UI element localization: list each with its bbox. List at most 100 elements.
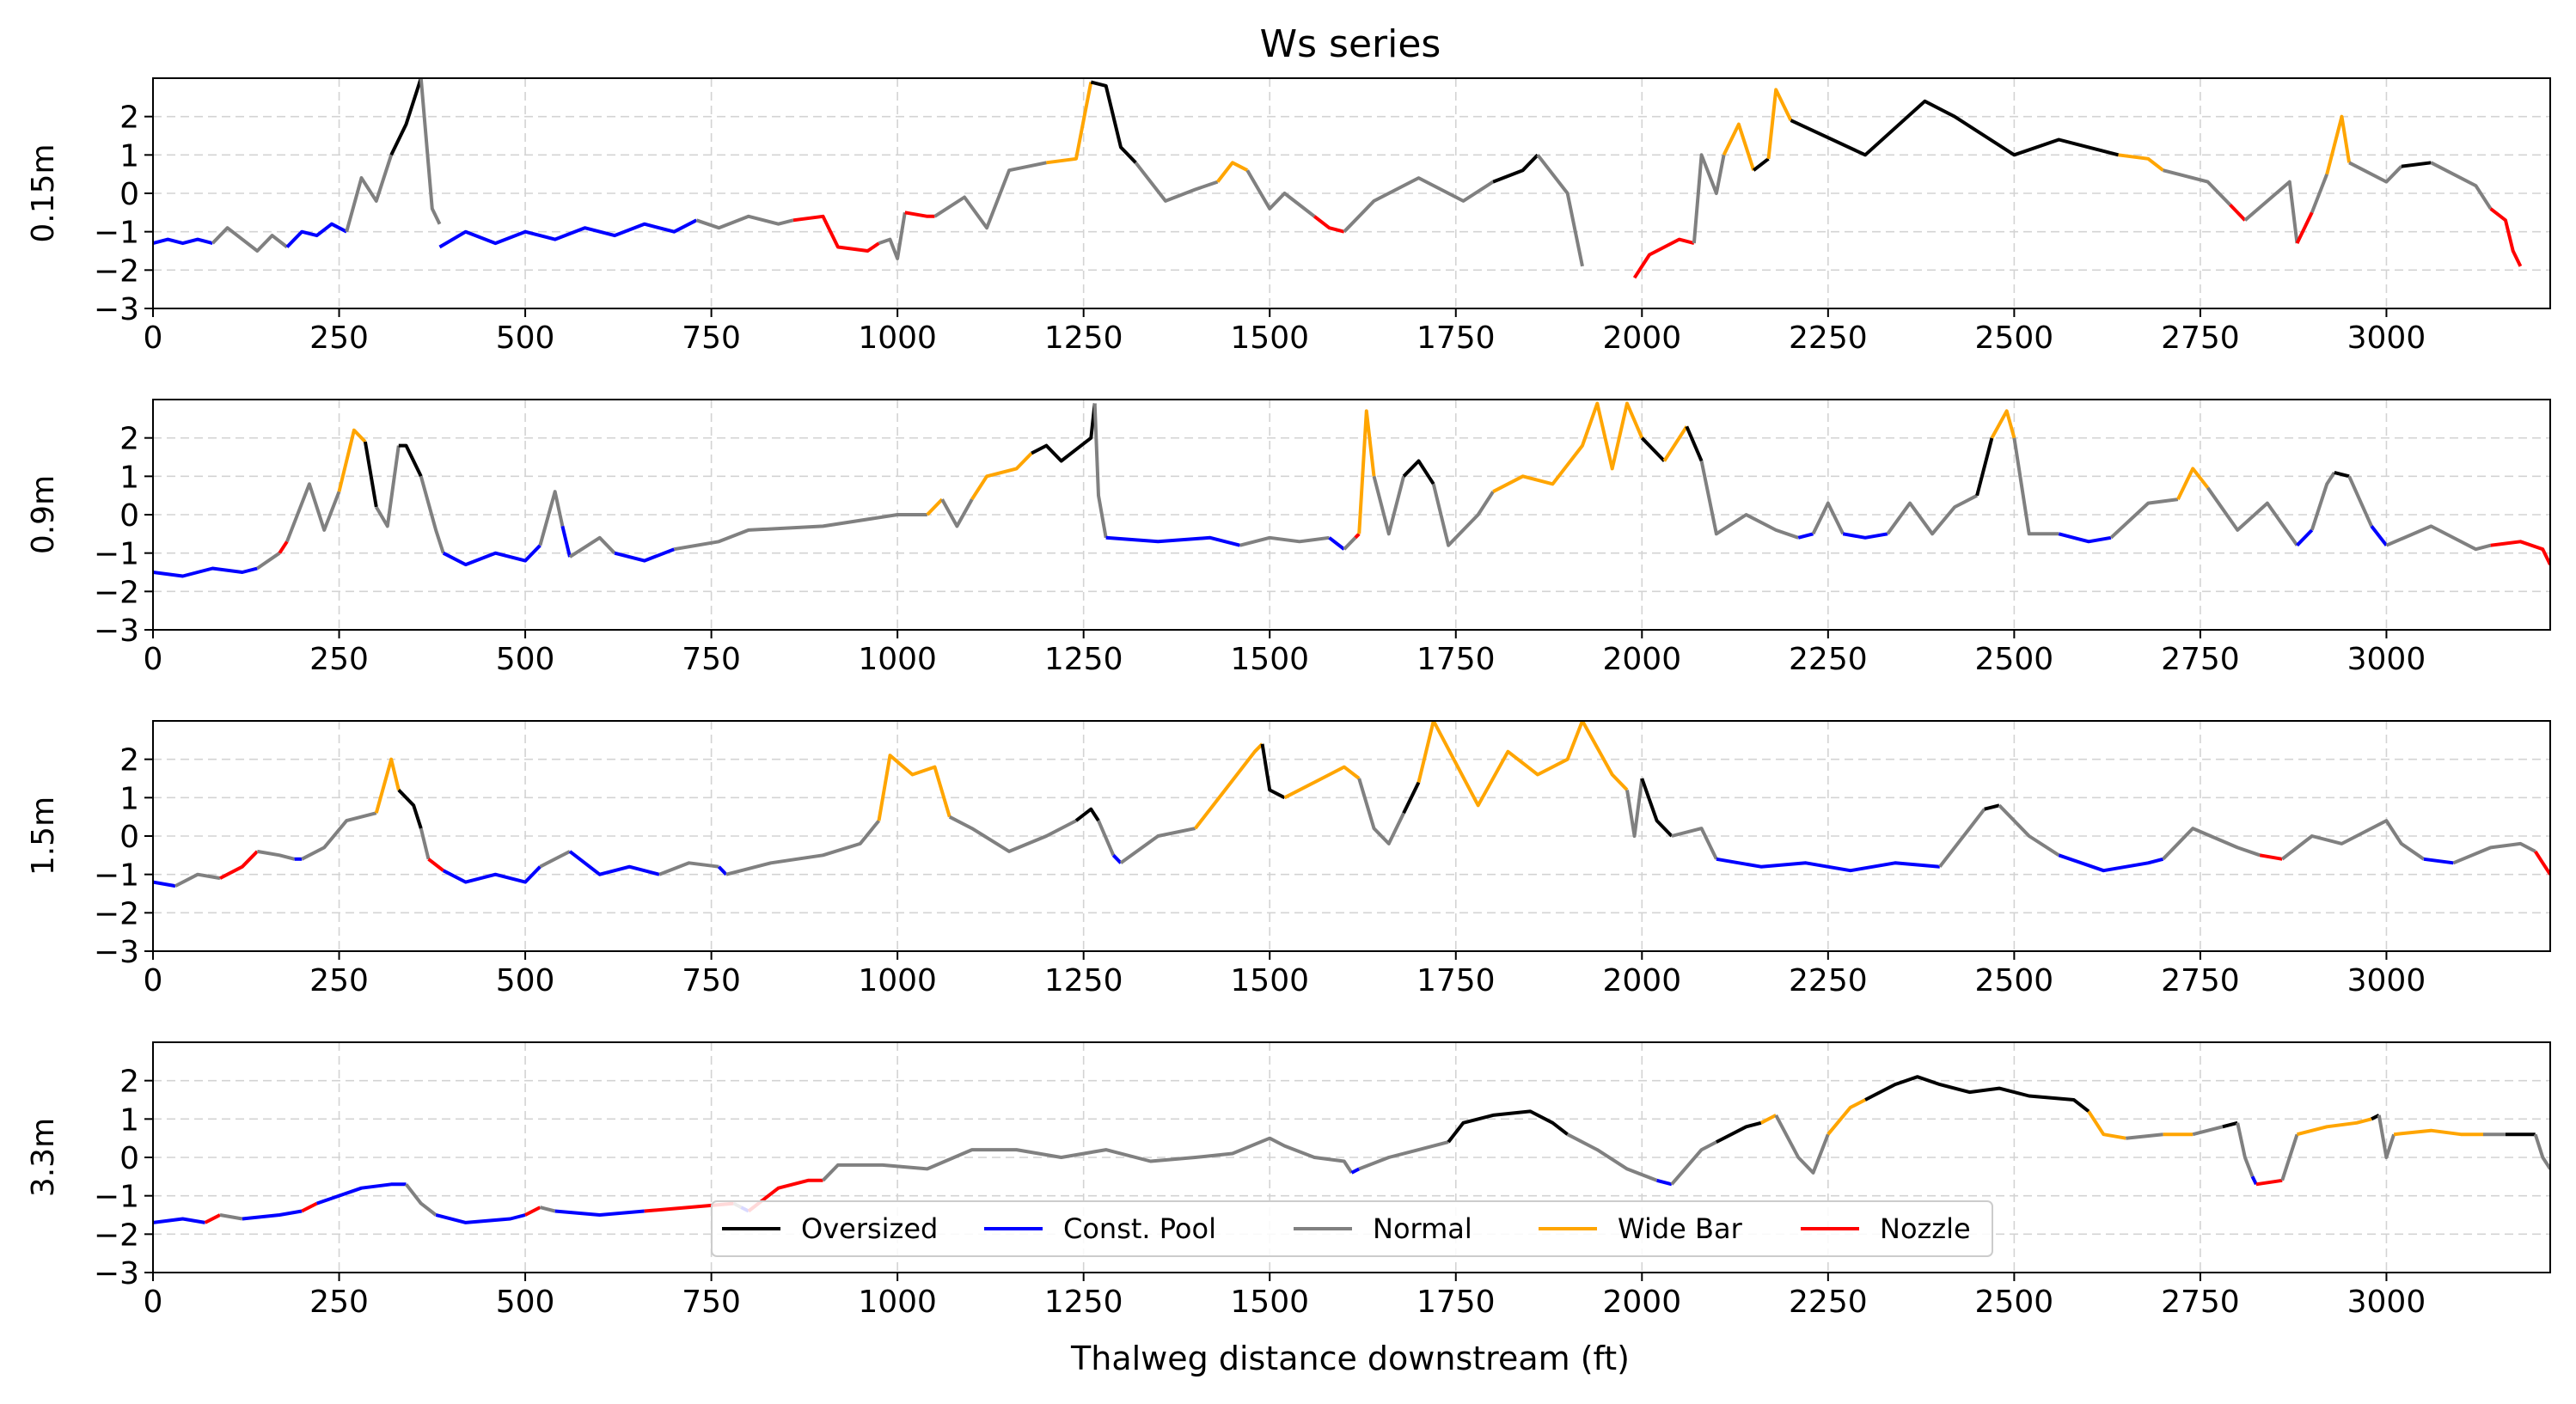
segment-oversized <box>1715 1120 1762 1144</box>
y-tick-label: −3 <box>94 613 139 649</box>
legend-label: Nozzle <box>1880 1212 1971 1245</box>
segment-wide-bar <box>1194 742 1264 830</box>
x-tick-label: 2250 <box>1789 1285 1868 1320</box>
segment-normal <box>539 1206 556 1213</box>
segment-oversized <box>1031 403 1097 463</box>
segment-normal <box>1692 153 1726 244</box>
segment-normal <box>1811 501 1845 535</box>
segment-const-pool <box>438 218 698 249</box>
y-axis-label: 1.5m <box>26 797 61 876</box>
x-tick-label: 1500 <box>1230 320 1309 356</box>
segment-normal <box>2012 437 2059 536</box>
segment-normal <box>1119 827 1196 864</box>
y-tick-label: 0 <box>119 177 139 212</box>
panel-2: 0 250 500 750 1000 1250 1500 1750 2000 2250 2500 27… <box>26 399 2551 677</box>
segment-oversized <box>1402 781 1421 815</box>
legend-item: Wide Bar <box>1539 1212 1743 1245</box>
figure-title: Ws series <box>1260 22 1441 66</box>
segment-nozzle <box>1312 215 1345 234</box>
y-tick-label: 1 <box>119 138 139 174</box>
segment-normal <box>419 78 442 225</box>
x-tick-label: 0 <box>144 1285 163 1320</box>
x-tick-label: 1750 <box>1416 320 1496 356</box>
x-tick-label: 1750 <box>1416 1285 1496 1320</box>
segment-normal <box>375 445 401 528</box>
x-tick-label: 1000 <box>858 1285 937 1320</box>
segment-normal <box>822 1136 1354 1182</box>
segment-const-pool <box>435 1213 526 1224</box>
segment-normal <box>2310 173 2329 214</box>
y-tick-label: 0 <box>119 498 139 534</box>
segment-nozzle <box>792 214 880 253</box>
segment-const-pool <box>2058 853 2164 873</box>
segment-normal <box>2348 161 2403 184</box>
x-tick-label: 3000 <box>2347 642 2426 677</box>
segment-normal <box>2533 1133 2550 1170</box>
segment-normal <box>419 475 445 554</box>
segment-oversized <box>1090 80 1137 164</box>
segment-nozzle <box>2534 850 2550 876</box>
segment-normal <box>1998 803 2060 857</box>
y-tick-label: −1 <box>94 216 139 251</box>
x-tick-label: 3000 <box>2347 1285 2426 1320</box>
x-tick-label: 750 <box>682 320 741 356</box>
y-axis-label: 0.15m <box>26 143 61 242</box>
segment-const-pool <box>153 880 176 888</box>
segment-nozzle <box>219 850 259 880</box>
segment-const-pool <box>1111 853 1123 864</box>
x-tick-label: 1250 <box>1044 320 1123 356</box>
segment-normal <box>1239 535 1330 547</box>
x-tick-label: 3000 <box>2347 320 2426 356</box>
segment-wide-bar <box>2297 1117 2372 1137</box>
segment-oversized <box>1685 425 1704 462</box>
grid-lines <box>152 721 2550 952</box>
segment-oversized <box>1492 153 1539 184</box>
segment-normal <box>2236 1122 2255 1178</box>
x-tick-label: 2250 <box>1789 642 1868 677</box>
y-tick-label: −2 <box>94 896 139 931</box>
segment-normal <box>1670 1140 1717 1186</box>
segment-normal <box>1671 827 1718 860</box>
segment-wide-bar <box>1283 765 1361 800</box>
segment-oversized <box>1790 99 2120 157</box>
x-tick-label: 0 <box>144 963 163 998</box>
segment-nozzle <box>2259 853 2283 861</box>
segment-const-pool <box>568 850 660 876</box>
y-tick-label: −1 <box>94 537 139 572</box>
panel-1: 0 250 500 750 1000 1250 1500 1750 2000 2250 2500 27… <box>26 77 2551 356</box>
y-tick-label: −2 <box>94 253 139 289</box>
segment-normal <box>2347 475 2373 528</box>
segment-normal <box>1343 536 1357 551</box>
series-lines <box>153 78 2523 279</box>
x-tick-label: 500 <box>496 642 555 677</box>
segment-normal <box>419 827 431 860</box>
segment-normal <box>878 211 907 260</box>
segment-const-pool <box>1797 532 1814 540</box>
segment-normal <box>1625 778 1644 838</box>
x-tick-label: 1500 <box>1230 642 1309 677</box>
x-tick-label: 2750 <box>2161 963 2240 998</box>
segment-wide-bar <box>877 754 951 821</box>
segment-wide-bar <box>1046 82 1093 165</box>
segment-oversized <box>1984 803 2000 811</box>
x-tick-label: 500 <box>496 1285 555 1320</box>
x-tick-label: 2000 <box>1602 320 1681 356</box>
segment-const-pool <box>560 525 572 558</box>
segment-oversized <box>2401 161 2432 168</box>
segment-normal <box>256 552 281 571</box>
segment-normal <box>1245 169 1316 218</box>
y-tick-label: −3 <box>94 1256 139 1291</box>
x-tick-label: 2500 <box>1975 320 2054 356</box>
segment-wide-bar <box>1722 122 1756 171</box>
segment-normal <box>725 819 881 876</box>
segment-nozzle <box>2295 211 2314 244</box>
segment-oversized <box>363 441 378 508</box>
x-tick-label: 2500 <box>1975 642 2054 677</box>
series-lines <box>153 1075 2550 1224</box>
segment-oversized <box>2334 470 2350 479</box>
x-tick-label: 750 <box>682 963 741 998</box>
x-tick-label: 1500 <box>1230 1285 1309 1320</box>
x-tick-label: 500 <box>496 320 555 356</box>
x-tick-label: 0 <box>144 320 163 356</box>
segment-normal <box>1134 162 1219 203</box>
